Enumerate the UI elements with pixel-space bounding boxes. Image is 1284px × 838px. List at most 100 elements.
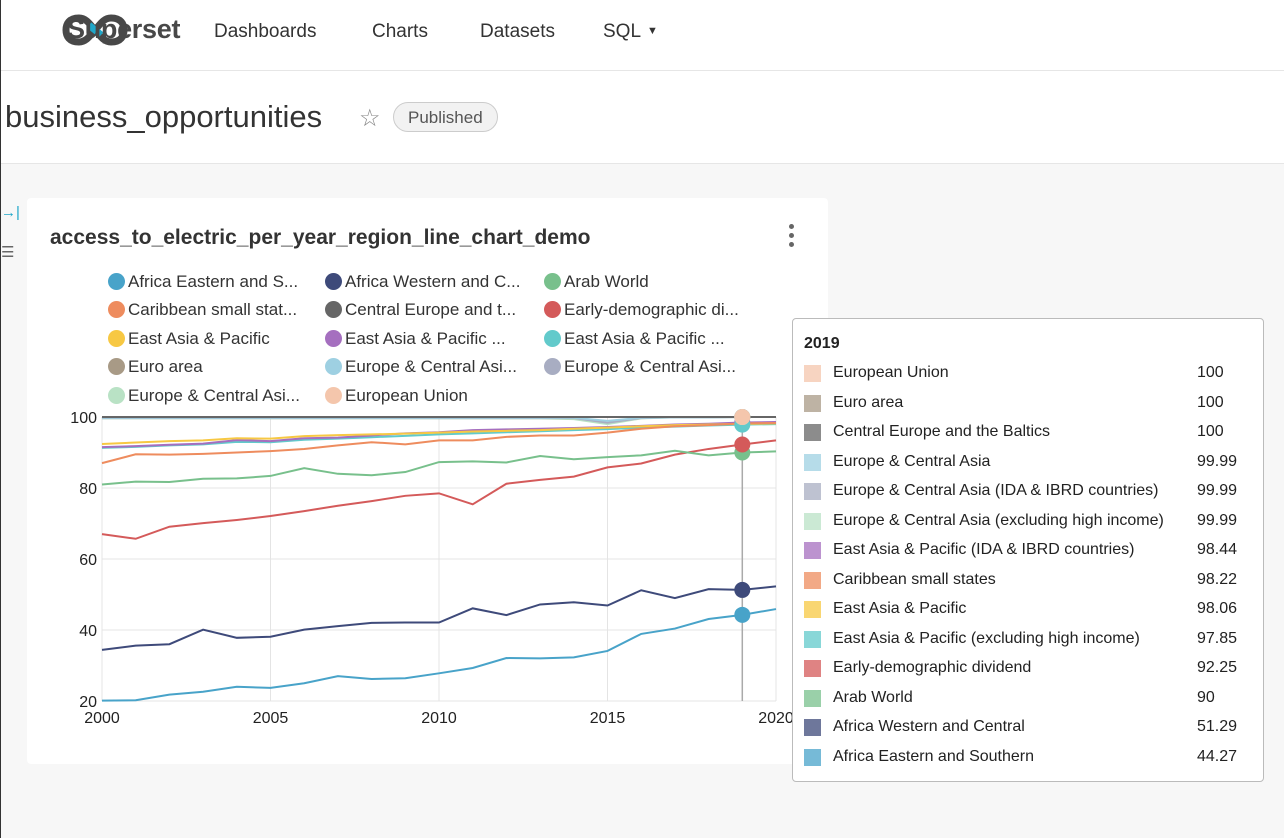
- series-line: [101, 439, 777, 540]
- nav-charts[interactable]: Charts: [372, 21, 428, 42]
- tooltip-row: Early-demographic dividend 92.25: [804, 658, 1254, 680]
- tooltip-value: 98.22: [1197, 570, 1238, 588]
- tooltip-row: European Union 100: [804, 363, 1254, 385]
- filter-icon[interactable]: ☰: [1, 244, 15, 261]
- hover-point: [734, 409, 751, 425]
- tooltip-value: 98.44: [1197, 541, 1238, 558]
- tooltip-value: 99.99: [1197, 452, 1238, 470]
- legend-item[interactable]: Arab World: [544, 272, 649, 292]
- legend-dot-icon: [325, 301, 342, 319]
- tooltip-value: 92.25: [1197, 659, 1238, 676]
- tooltip-value: 100: [1197, 364, 1224, 381]
- legend-item[interactable]: European Union: [325, 386, 468, 406]
- legend-dot-icon: [108, 358, 125, 376]
- tooltip-series-name: East Asia & Pacific (excluding high inco…: [833, 629, 1140, 647]
- tooltip-row: East Asia & Pacific 98.06: [804, 599, 1254, 621]
- x-tick-label: 2005: [253, 710, 289, 727]
- tooltip-row: Africa Western and Central 51.29: [804, 717, 1254, 739]
- legend-label: East Asia & Pacific: [128, 328, 270, 348]
- x-tick-label: 2010: [421, 710, 457, 727]
- legend-dot-icon: [325, 358, 342, 376]
- legend-item[interactable]: Early-demographic di...: [544, 300, 739, 320]
- y-tick-label: 40: [79, 623, 97, 640]
- tooltip-row: Central Europe and the Baltics 100: [804, 422, 1254, 444]
- legend-dot-icon: [544, 273, 561, 290]
- tooltip-swatch: [804, 571, 821, 589]
- legend-item[interactable]: Europe & Central Asi...: [108, 386, 300, 406]
- series-line: [101, 608, 777, 702]
- legend-label: Central Europe and t...: [345, 300, 517, 320]
- x-tick-label: 2000: [84, 710, 120, 727]
- chart-tooltip: 2019 European Union 100 Euro area 100 Centra…: [792, 318, 1264, 782]
- legend-item[interactable]: East Asia & Pacific ...: [544, 329, 725, 349]
- legend-label: Euro area: [128, 357, 203, 377]
- hover-point: [734, 436, 751, 453]
- logo-text[interactable]: Superset: [67, 14, 181, 44]
- legend-item[interactable]: Euro area: [108, 357, 203, 377]
- legend-label: Arab World: [564, 272, 649, 291]
- legend-dot-icon: [544, 329, 561, 347]
- tooltip-row: Africa Eastern and Southern 44.27: [804, 747, 1254, 769]
- tooltip-series-name: Africa Western and Central: [833, 718, 1025, 735]
- tooltip-row: East Asia & Pacific (excluding high inco…: [804, 629, 1254, 651]
- tooltip-row: Arab World 90: [804, 688, 1254, 710]
- series-line: [101, 585, 777, 651]
- series-line: [101, 422, 777, 445]
- legend-label: East Asia & Pacific ...: [345, 328, 506, 348]
- tooltip-row: Euro area 100: [804, 393, 1254, 415]
- nav-sql[interactable]: SQL ▼: [603, 21, 658, 43]
- tooltip-value: 98.06: [1197, 600, 1238, 617]
- chart-title: access_to_electric_per_year_region_line_…: [50, 226, 591, 249]
- nav-dashboards[interactable]: Dashboards: [214, 21, 317, 42]
- tooltip-series-name: Europe & Central Asia (IDA & IBRD countr…: [833, 482, 1159, 499]
- y-tick-label: 20: [79, 694, 97, 711]
- x-tick-label: 2015: [590, 710, 626, 727]
- status-badge[interactable]: Published: [393, 102, 498, 132]
- legend-item[interactable]: East Asia & Pacific: [108, 329, 270, 349]
- y-tick-label: 100: [70, 410, 97, 427]
- tooltip-row: Europe & Central Asia (excluding high in…: [804, 511, 1254, 533]
- more-options-icon[interactable]: [789, 224, 799, 251]
- tooltip-swatch: [804, 365, 821, 382]
- legend-label: Africa Eastern and S...: [128, 272, 299, 291]
- tooltip-swatch: [804, 424, 821, 441]
- tooltip-series-name: Africa Eastern and Southern: [833, 747, 1035, 765]
- tooltip-swatch: [804, 453, 821, 471]
- tooltip-row: East Asia & Pacific (IDA & IBRD countrie…: [804, 540, 1254, 562]
- dashboard-title[interactable]: business_opportunities: [5, 99, 323, 134]
- tooltip-series-name: European Union: [833, 364, 949, 381]
- tooltip-value: 90: [1197, 688, 1215, 706]
- tooltip-series-name: Arab World: [833, 688, 913, 706]
- legend-dot-icon: [108, 329, 125, 347]
- legend-item[interactable]: East Asia & Pacific ...: [325, 329, 506, 349]
- favorite-star-icon[interactable]: ☆: [359, 105, 381, 132]
- tooltip-value: 99.99: [1197, 482, 1238, 499]
- tooltip-swatch: [804, 748, 821, 766]
- nav-datasets[interactable]: Datasets: [480, 21, 555, 42]
- legend-label: European Union: [345, 385, 468, 405]
- superset-logo-icon[interactable]: [5, 12, 185, 48]
- tooltip-series-name: Europe & Central Asia (excluding high in…: [833, 511, 1164, 529]
- legend-item[interactable]: Central Europe and t...: [325, 300, 516, 320]
- legend-item[interactable]: Europe & Central Asi...: [325, 357, 517, 377]
- tooltip-value: 51.29: [1197, 718, 1238, 735]
- tooltip-row: Caribbean small states 98.22: [804, 570, 1254, 592]
- nav-sql-label: SQL: [603, 21, 642, 42]
- legend-item[interactable]: Africa Western and C...: [325, 272, 520, 292]
- tooltip-swatch: [804, 660, 821, 677]
- tooltip-swatch: [804, 689, 821, 707]
- legend-label: Europe & Central Asi...: [128, 385, 300, 405]
- y-tick-label: 80: [79, 481, 97, 498]
- top-navbar: Superset Dashboards Charts Datasets SQL ▼: [1, 0, 1284, 71]
- legend-item[interactable]: Africa Eastern and S...: [108, 272, 298, 292]
- expand-filters-icon[interactable]: →|: [1, 204, 20, 221]
- legend-item[interactable]: Caribbean small stat...: [108, 300, 297, 320]
- tooltip-title: 2019: [804, 335, 840, 352]
- tooltip-swatch: [804, 719, 821, 736]
- tooltip-series-name: East Asia & Pacific: [833, 600, 967, 617]
- tooltip-swatch: [804, 630, 821, 648]
- hover-point: [734, 606, 751, 623]
- legend-item[interactable]: Europe & Central Asi...: [544, 357, 736, 377]
- series-line: [101, 449, 777, 486]
- tooltip-series-name: Early-demographic dividend: [833, 659, 1032, 676]
